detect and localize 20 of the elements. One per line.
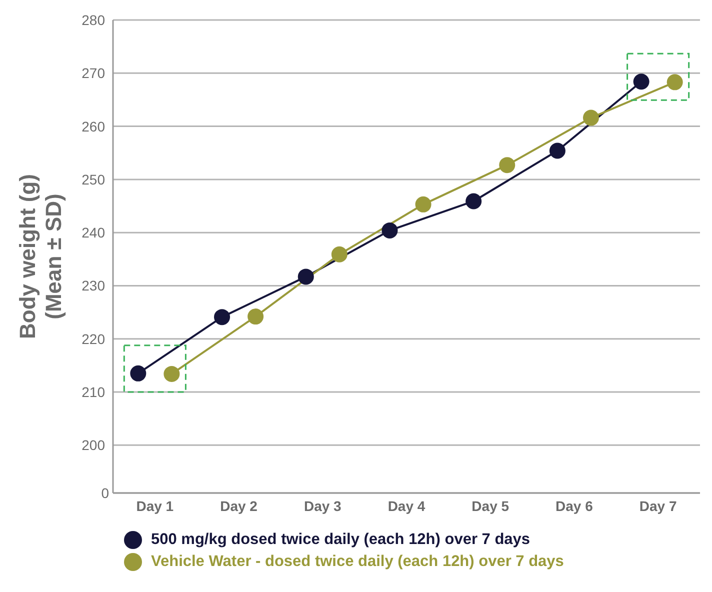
x-tick-label: Day 3 [304,498,342,514]
x-tick-label: Day 6 [556,498,594,514]
y-tick-label: 220 [82,330,106,347]
legend-label: 500 mg/kg dosed twice daily (each 12h) over 7 days [151,531,530,549]
x-tick-label: Day 2 [220,498,258,514]
y-tick-label: 230 [82,278,106,294]
x-tick-label: Day 5 [472,498,510,514]
text: 0 [101,485,110,501]
x-tick-label: Day 7 [639,498,677,514]
y-tick-label: 260 [82,118,106,134]
y-tick-label: 210 [82,384,106,400]
x-tick-label: Day 4 [388,498,426,514]
y-tick-label: 280 [82,12,106,28]
y-axis-title: Body weight (g) (Mean ± SD) [15,174,66,339]
x-tick-label: Day 1 [136,498,174,514]
y-tick-label: 250 [82,171,106,188]
y-tick-label: 200 [82,437,106,454]
y-tick-label: 270 [82,65,106,82]
y-tick-label: 240 [82,224,106,241]
legend-label: Vehicle Water - dosed twice daily (each 12h) over 7 days [151,553,564,571]
